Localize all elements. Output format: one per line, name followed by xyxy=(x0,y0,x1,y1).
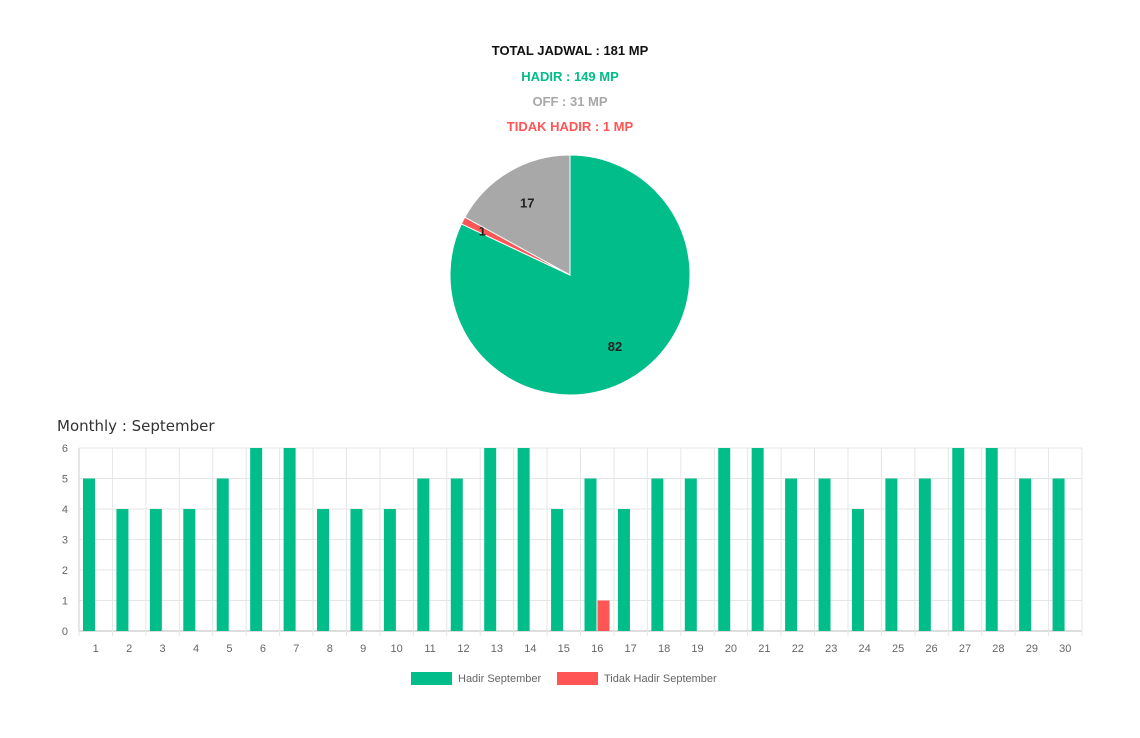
pie-label-0: 82 xyxy=(608,339,622,354)
x-tick-label: 28 xyxy=(992,643,1004,655)
y-tick-label: 0 xyxy=(62,626,68,638)
x-tick-label: 26 xyxy=(925,643,937,655)
x-tick-label: 25 xyxy=(892,643,904,655)
bar-hadir xyxy=(417,478,430,631)
x-tick-label: 23 xyxy=(825,643,837,655)
bar-hadir xyxy=(450,478,463,631)
bar-hadir xyxy=(584,478,597,631)
x-tick-label: 17 xyxy=(625,643,637,655)
y-tick-label: 6 xyxy=(62,443,68,455)
x-tick-label: 14 xyxy=(524,643,536,655)
bar-hadir xyxy=(718,448,731,631)
bar-hadir xyxy=(183,509,196,631)
y-tick-label: 1 xyxy=(62,596,68,608)
x-tick-label: 16 xyxy=(591,643,603,655)
x-tick-label: 6 xyxy=(260,643,266,655)
bar-hadir xyxy=(116,509,129,631)
bar-hadir xyxy=(317,509,330,631)
bar-hadir xyxy=(952,448,965,631)
x-tick-label: 4 xyxy=(193,643,199,655)
bar-hadir xyxy=(283,448,296,631)
bar-hadir xyxy=(83,478,95,631)
monthly-title: Monthly : September xyxy=(57,417,215,435)
bar-hadir xyxy=(918,478,931,631)
bar-hadir xyxy=(517,448,530,631)
bar-hadir xyxy=(885,478,898,631)
bar-hadir xyxy=(551,509,564,631)
attendance-pie-chart: 82 1 17 xyxy=(449,154,691,396)
x-tick-label: 10 xyxy=(390,643,402,655)
y-tick-label: 4 xyxy=(62,504,68,516)
bar-hadir xyxy=(149,509,162,631)
x-tick-label: 22 xyxy=(792,643,804,655)
off-text: OFF : 31 MP xyxy=(532,94,608,109)
legend-swatch xyxy=(557,672,598,685)
pie-label-1: 1 xyxy=(479,223,486,238)
x-tick-label: 7 xyxy=(293,643,299,655)
x-tick-label: 12 xyxy=(457,643,469,655)
bar-hadir xyxy=(1052,478,1065,631)
x-tick-label: 30 xyxy=(1059,643,1071,655)
bar-hadir xyxy=(250,448,263,631)
y-tick-label: 2 xyxy=(62,565,68,577)
pie-label-2: 17 xyxy=(520,196,534,211)
bar-hadir xyxy=(785,478,798,631)
x-tick-label: 1 xyxy=(93,643,99,655)
bar-hadir xyxy=(851,509,864,631)
x-tick-label: 13 xyxy=(491,643,503,655)
bar-hadir xyxy=(617,509,630,631)
hadir-text: HADIR : 149 MP xyxy=(521,69,619,84)
x-tick-label: 5 xyxy=(226,643,232,655)
x-tick-label: 8 xyxy=(327,643,333,655)
legend-swatch xyxy=(411,672,452,685)
legend-label: Tidak Hadir September xyxy=(604,673,717,685)
bar-hadir xyxy=(350,509,363,631)
legend-label: Hadir September xyxy=(458,673,541,685)
x-tick-label: 20 xyxy=(725,643,737,655)
x-tick-label: 19 xyxy=(691,643,703,655)
bar-hadir xyxy=(484,448,497,631)
x-tick-label: 15 xyxy=(558,643,570,655)
bar-hadir xyxy=(818,478,831,631)
x-tick-label: 21 xyxy=(758,643,770,655)
x-tick-label: 18 xyxy=(658,643,670,655)
bar-hadir xyxy=(216,478,229,631)
bar-hadir xyxy=(1019,478,1032,631)
y-tick-label: 3 xyxy=(62,535,68,547)
x-tick-label: 2 xyxy=(126,643,132,655)
x-tick-label: 24 xyxy=(859,643,871,655)
bar-hadir xyxy=(651,478,664,631)
x-tick-label: 9 xyxy=(360,643,366,655)
pie-slice-2 xyxy=(464,154,571,276)
x-tick-label: 29 xyxy=(1026,643,1038,655)
y-tick-label: 5 xyxy=(62,474,68,486)
bar-hadir xyxy=(684,478,697,631)
total-jadwal-text: TOTAL JADWAL : 181 MP xyxy=(491,43,649,58)
bar-hadir xyxy=(985,448,998,631)
tidak-hadir-text: TIDAK HADIR : 1 MP xyxy=(506,119,634,134)
x-tick-label: 11 xyxy=(424,643,435,655)
bar-hadir xyxy=(751,448,764,631)
x-tick-label: 27 xyxy=(959,643,971,655)
x-tick-label: 3 xyxy=(160,643,166,655)
bar-tidak-hadir xyxy=(597,600,610,631)
bar-hadir xyxy=(383,509,396,631)
chart-legend: Hadir September Tidak Hadir September xyxy=(411,672,717,685)
pie-slice-0 xyxy=(449,154,691,396)
